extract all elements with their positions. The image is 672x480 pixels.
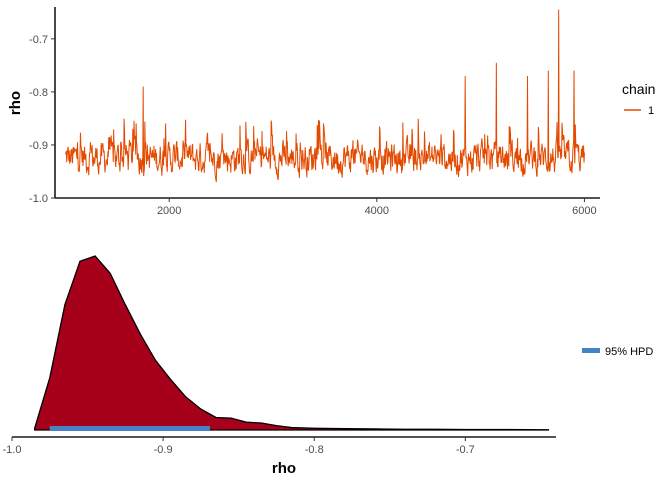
trace-legend: chain 1 [622,81,655,117]
trace-x-tick-label: 2000 [157,205,181,217]
trace-plot-area [64,9,585,183]
trace-series-line [64,9,585,183]
trace-y-tick-label: -1.0 [29,193,48,205]
trace-legend-title: chain [622,81,655,97]
trace-x-tick-label: 4000 [365,205,389,217]
density-x-tick-label: -0.9 [154,444,173,456]
density-panel: -1.0 -0.9 -0.8 -0.7 rho 95% HPD [3,255,653,477]
trace-x-ticks: 2000 4000 6000 [157,198,597,217]
density-x-tick-label: -1.0 [3,444,22,456]
trace-y-tick-label: -0.9 [29,140,48,152]
trace-panel: -1.0 -0.9 -0.8 -0.7 2000 4000 6000 rho chain … [7,7,655,217]
hpd-legend-label: 95% HPD [605,346,653,358]
density-legend: 95% HPD [582,346,653,358]
trace-x-tick-label: 6000 [572,205,596,217]
density-x-tick-label: -0.8 [305,444,324,456]
trace-y-tick-label: -0.7 [29,34,48,46]
hpd-legend-key [582,348,600,353]
trace-y-axis-title: rho [7,91,24,115]
density-x-tick-label: -0.7 [456,444,475,456]
density-x-ticks: -1.0 -0.9 -0.8 -0.7 [3,437,475,456]
density-x-axis-title: rho [272,460,296,477]
trace-legend-label: 1 [648,105,654,117]
trace-y-tick-label: -0.8 [29,87,48,99]
trace-y-ticks: -1.0 -0.9 -0.8 -0.7 [29,34,55,205]
density-area [34,255,550,431]
